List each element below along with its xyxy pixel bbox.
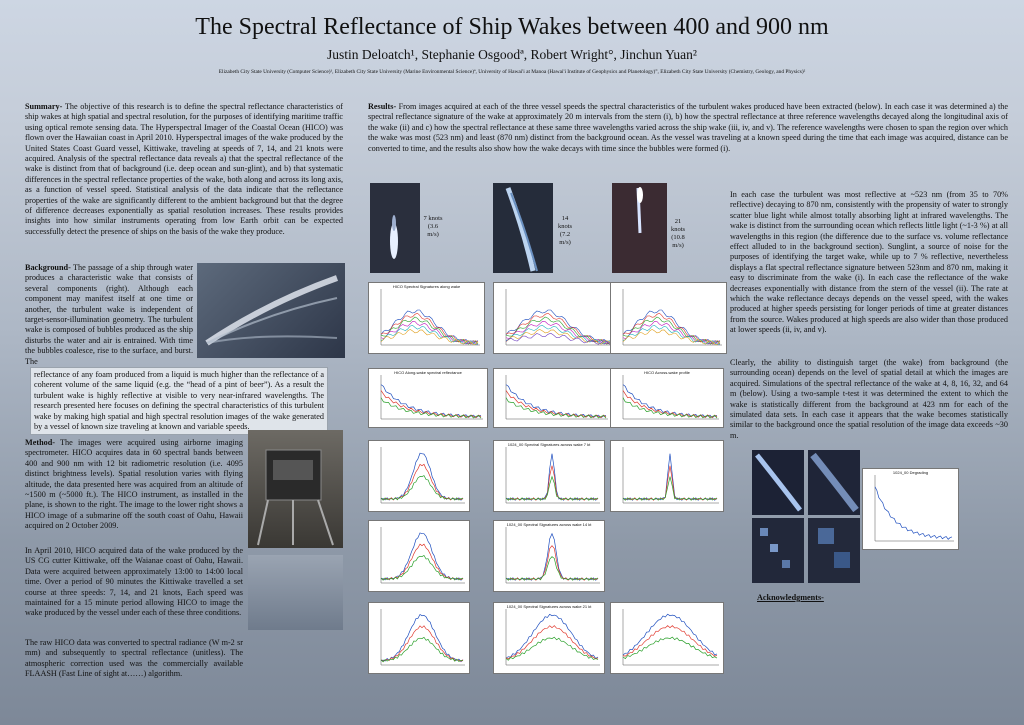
background-continued: reflectance of any foam produced from a … [30,367,328,436]
series-line [622,636,718,660]
series-line [505,556,599,581]
method-heading: Method- [25,438,56,447]
results-section: Results- From images acquired at each of… [368,102,1008,154]
series-line [505,625,599,660]
hico-instrument-photo [248,430,343,548]
series-line [380,384,482,419]
series-line [622,316,721,345]
series-line [622,324,721,346]
results-text: From images acquired at each of the thre… [368,102,1009,153]
series-line [505,613,599,659]
series-line [380,329,479,345]
plot-along-wake-decay: HICO Along-wake spectral reflectance [368,368,488,428]
background-text-2: reflectance of any foam produced from a … [34,370,324,432]
series-line [380,316,479,345]
plot-across-7kt-b: 1024_00 Spectral Signatures across wake … [493,440,605,512]
wake-image-21kt [612,183,667,273]
series-line [622,613,718,656]
series-line [505,321,619,346]
series-line [505,636,599,661]
series-line [622,625,718,657]
plot-across-wake: HICO Across-wake profile [610,368,724,428]
series-line [622,321,721,346]
series-line [505,324,619,346]
series-line [380,543,464,581]
series-line [380,321,479,346]
authors: Justin Deloatch¹, Stephanie Osgoodª, Rob… [327,47,697,62]
speed-label-21kt: 21 knots (10.8 m/s) [670,218,686,249]
plot-across-14kt-a [368,520,470,592]
plot-spectral-along-wake: HICO Spectral Signatures along wake [368,282,485,354]
degraded-image-4 [808,518,860,583]
summary-text: The objective of this research is to def… [25,102,343,236]
wake-image-14kt [493,183,553,273]
series-line [505,545,599,581]
series-line [505,475,599,501]
series-line [380,636,464,663]
method-text: The images were acquired using airborne … [25,438,243,531]
series-line [505,397,607,419]
summary-heading: Summary- [25,102,63,111]
series-line [505,332,619,346]
submarine-image [248,555,343,630]
plot-across-7kt-c [610,440,724,512]
plot-across-21kt-a [368,602,470,674]
series-line [380,555,464,581]
series-line [505,465,599,501]
plot-across-21kt-b: 1024_00 Spectral Signatures across wake … [493,602,605,674]
series-line [380,463,464,501]
results-discussion-1: In each case the turbulent was most refl… [730,190,1008,335]
series-line [622,476,718,501]
plot-spectral-along-wake-2 [493,282,625,354]
series-line [380,475,464,501]
series-line [622,397,718,419]
summary-section: Summary- The objective of this research … [25,102,343,237]
series-line [622,309,721,345]
method-text-2: In April 2010, HICO acquired data of the… [25,546,243,618]
plot-across-7kt-a [368,440,470,512]
method-section: Method- The images were acquired using a… [25,438,243,532]
series-line [505,309,619,345]
background-heading: Background- [25,263,71,272]
background-text-1: The passage of a ship through water prod… [25,263,193,366]
background-section: Background- The passage of a ship throug… [25,263,193,367]
acknowledgments-heading: Acknowledgments- [757,593,824,602]
series-line [622,465,718,501]
series-line [622,329,721,345]
plot-spectral-along-wake-3 [610,282,727,354]
degraded-image-2 [808,450,860,515]
series-line [622,384,718,419]
series-line [380,309,479,345]
poster-title: The Spectral Reflectance of Ship Wakes b… [195,14,829,40]
speed-label-14kt: 14 knots (7.2 m/s) [557,215,573,246]
wake-components-image [197,263,345,358]
series-line [505,384,607,419]
series-line [380,625,464,662]
results-discussion-2: Clearly, the ability to distinguish targ… [730,358,1008,440]
results-heading: Results- [368,102,397,111]
affiliations: Elizabeth City State University (Compute… [218,69,806,75]
plot-along-wake-decay-2 [493,368,613,428]
plot-across-21kt-c [610,602,724,674]
plot-across-14kt-b: 1024_00 Spectral Signatures across wake … [493,520,605,592]
series-line [380,324,479,346]
degraded-image-3 [752,518,804,583]
series-line [505,316,619,345]
degraded-image-1 [752,450,804,515]
method-text-3: The raw HICO data was converted to spect… [25,638,243,679]
wake-image-7kt [370,183,420,273]
speed-label-7kt: 7 knots (3.6 m/s) [423,215,443,238]
plot-degrading: 1024_00 Degrading [862,468,959,550]
series-line [380,397,482,419]
series-line [874,486,953,540]
series-line [380,614,464,663]
